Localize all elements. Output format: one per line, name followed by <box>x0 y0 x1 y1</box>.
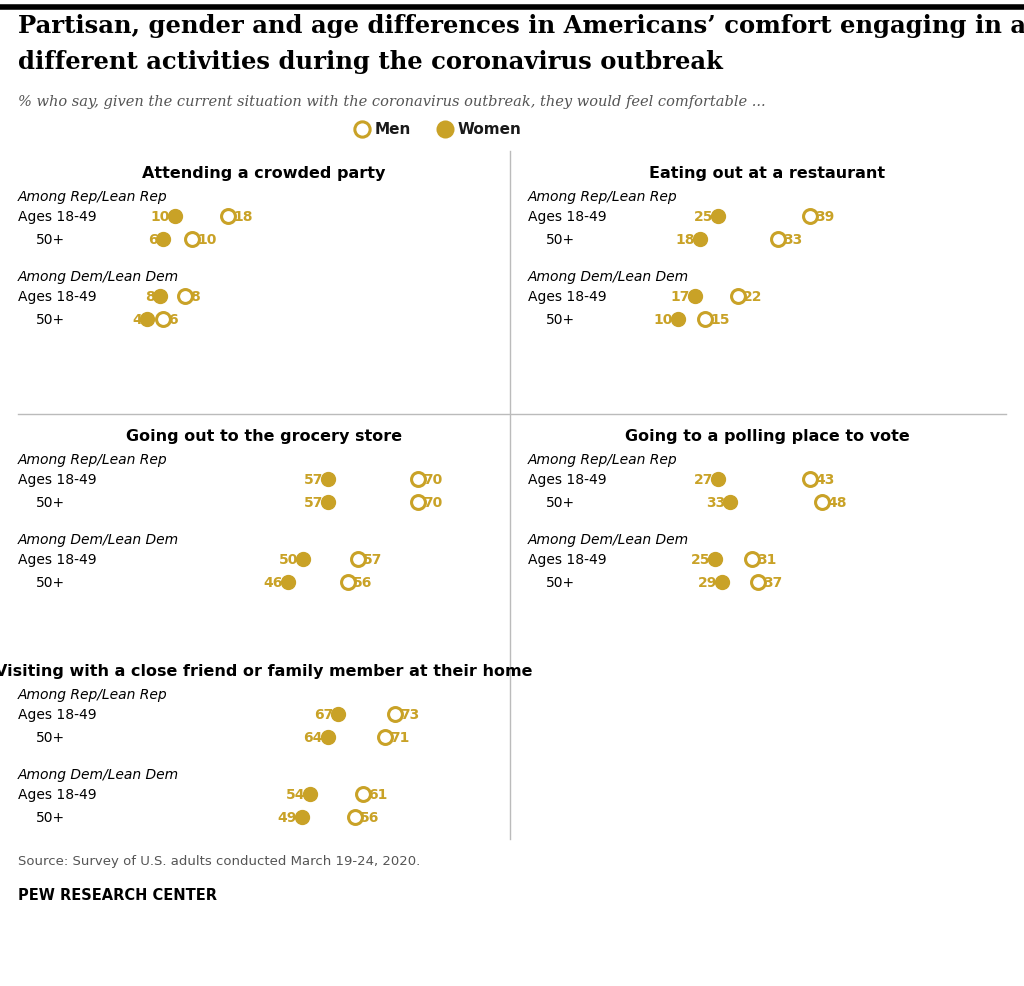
Text: 10: 10 <box>197 233 216 246</box>
Text: Ages 18-49: Ages 18-49 <box>18 707 96 722</box>
Text: 50+: 50+ <box>36 731 66 744</box>
Text: 50+: 50+ <box>36 313 66 326</box>
Text: 57: 57 <box>304 472 323 486</box>
Text: Among Rep/Lean Rep: Among Rep/Lean Rep <box>18 190 168 204</box>
Text: 22: 22 <box>743 290 763 304</box>
Text: 15: 15 <box>710 313 729 326</box>
Text: 8: 8 <box>190 290 200 304</box>
Text: 57: 57 <box>304 496 323 510</box>
Text: Among Dem/Lean Dem: Among Dem/Lean Dem <box>528 532 689 546</box>
Text: 50+: 50+ <box>36 810 66 824</box>
Text: Women: Women <box>458 122 522 137</box>
Text: 50+: 50+ <box>546 576 575 590</box>
Text: 25: 25 <box>693 210 713 224</box>
Text: Among Rep/Lean Rep: Among Rep/Lean Rep <box>18 687 168 701</box>
Text: Ages 18-49: Ages 18-49 <box>18 290 96 304</box>
Text: Ages 18-49: Ages 18-49 <box>528 290 606 304</box>
Text: Ages 18-49: Ages 18-49 <box>528 472 606 486</box>
Text: 57: 57 <box>362 552 382 566</box>
Text: 43: 43 <box>815 472 835 486</box>
Text: 50+: 50+ <box>36 233 66 246</box>
Text: Men: Men <box>375 122 412 137</box>
Text: 50+: 50+ <box>36 576 66 590</box>
Text: 18: 18 <box>676 233 695 246</box>
Text: 46: 46 <box>263 576 283 590</box>
Text: Going to a polling place to vote: Going to a polling place to vote <box>625 429 909 444</box>
Text: 37: 37 <box>763 576 782 590</box>
Text: 50+: 50+ <box>36 496 66 510</box>
Text: 39: 39 <box>815 210 835 224</box>
Text: Ages 18-49: Ages 18-49 <box>18 472 96 486</box>
Text: Ages 18-49: Ages 18-49 <box>18 787 96 802</box>
Text: 8: 8 <box>145 290 155 304</box>
Text: 56: 56 <box>353 576 373 590</box>
Text: 64: 64 <box>304 731 323 744</box>
Text: Among Dem/Lean Dem: Among Dem/Lean Dem <box>18 767 179 781</box>
Text: Ages 18-49: Ages 18-49 <box>18 210 96 224</box>
Text: 49: 49 <box>278 810 297 824</box>
Text: % who say, given the current situation with the coronavirus outbreak, they would: % who say, given the current situation w… <box>18 95 766 108</box>
Text: 73: 73 <box>400 707 419 722</box>
Text: Among Rep/Lean Rep: Among Rep/Lean Rep <box>528 190 678 204</box>
Text: 67: 67 <box>313 707 333 722</box>
Text: Ages 18-49: Ages 18-49 <box>528 552 606 566</box>
Text: 71: 71 <box>390 731 410 744</box>
Text: 33: 33 <box>706 496 725 510</box>
Text: Visiting with a close friend or family member at their home: Visiting with a close friend or family m… <box>0 664 532 678</box>
Text: 50+: 50+ <box>546 313 575 326</box>
Text: Ages 18-49: Ages 18-49 <box>528 210 606 224</box>
Text: Among Rep/Lean Rep: Among Rep/Lean Rep <box>528 453 678 466</box>
Text: 70: 70 <box>423 496 442 510</box>
Text: 48: 48 <box>827 496 847 510</box>
Text: Among Dem/Lean Dem: Among Dem/Lean Dem <box>18 270 179 284</box>
Text: 50+: 50+ <box>546 233 575 246</box>
Text: Eating out at a restaurant: Eating out at a restaurant <box>649 166 885 180</box>
Text: 27: 27 <box>693 472 713 486</box>
Text: 33: 33 <box>783 233 802 246</box>
Text: 6: 6 <box>148 233 158 246</box>
Text: 61: 61 <box>368 787 387 802</box>
Text: 17: 17 <box>671 290 690 304</box>
Text: Among Dem/Lean Dem: Among Dem/Lean Dem <box>528 270 689 284</box>
Text: Partisan, gender and age differences in Americans’ comfort engaging in a range o: Partisan, gender and age differences in … <box>18 14 1024 38</box>
Text: 10: 10 <box>151 210 170 224</box>
Text: 31: 31 <box>757 552 776 566</box>
Text: 50+: 50+ <box>546 496 575 510</box>
Text: 50: 50 <box>279 552 298 566</box>
Text: 4: 4 <box>132 313 142 326</box>
Text: Going out to the grocery store: Going out to the grocery store <box>126 429 402 444</box>
Text: 70: 70 <box>423 472 442 486</box>
Text: Ages 18-49: Ages 18-49 <box>18 552 96 566</box>
Text: 54: 54 <box>286 787 305 802</box>
Text: Source: Survey of U.S. adults conducted March 19-24, 2020.: Source: Survey of U.S. adults conducted … <box>18 854 420 867</box>
Text: 56: 56 <box>360 810 379 824</box>
Text: different activities during the coronavirus outbreak: different activities during the coronavi… <box>18 50 723 74</box>
Text: 18: 18 <box>233 210 253 224</box>
Text: 10: 10 <box>653 313 673 326</box>
Text: PEW RESEARCH CENTER: PEW RESEARCH CENTER <box>18 887 217 902</box>
Text: Attending a crowded party: Attending a crowded party <box>142 166 386 180</box>
Text: Among Rep/Lean Rep: Among Rep/Lean Rep <box>18 453 168 466</box>
Text: Among Dem/Lean Dem: Among Dem/Lean Dem <box>18 532 179 546</box>
Text: 6: 6 <box>168 313 177 326</box>
Text: 29: 29 <box>697 576 717 590</box>
Text: 25: 25 <box>690 552 710 566</box>
